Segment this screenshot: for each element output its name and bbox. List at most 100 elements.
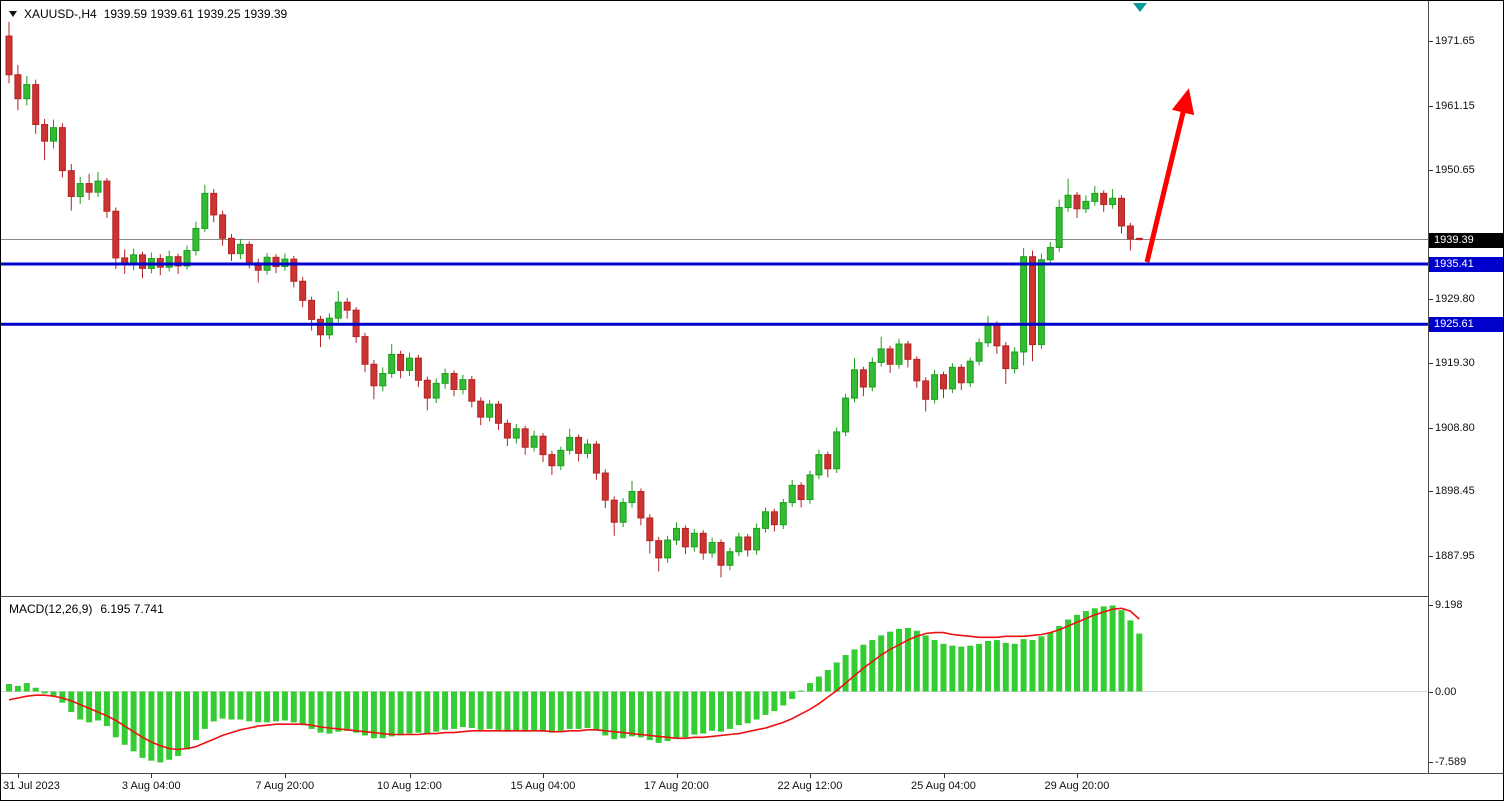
macd-histogram-bar bbox=[993, 640, 1000, 692]
candle-body bbox=[459, 379, 467, 390]
candlesticks bbox=[5, 21, 1143, 578]
macd-values: 6.195 7.741 bbox=[100, 602, 164, 616]
candle-body bbox=[548, 454, 556, 467]
price-tick-label: 1971.65 bbox=[1435, 35, 1475, 48]
candle-body bbox=[699, 532, 707, 554]
macd-histogram-bar bbox=[673, 691, 680, 739]
macd-histogram-bar bbox=[513, 691, 520, 731]
axis-tick-mark bbox=[943, 774, 945, 778]
macd-histogram-bar bbox=[780, 691, 787, 706]
macd-histogram-bar bbox=[406, 691, 413, 734]
candle-body bbox=[67, 170, 75, 197]
candle-body bbox=[201, 192, 209, 229]
macd-histogram-bar bbox=[157, 691, 164, 763]
candle-body bbox=[940, 374, 947, 390]
current-price-label: 1939.39 bbox=[1429, 232, 1503, 248]
candle-body bbox=[566, 436, 574, 451]
candle-body bbox=[486, 403, 494, 418]
candle-body bbox=[646, 517, 654, 542]
macd-histogram-bar bbox=[522, 691, 529, 732]
candle-body bbox=[290, 258, 298, 282]
level-price-label: 1935.41 bbox=[1429, 257, 1503, 273]
macd-histogram-bar bbox=[896, 628, 902, 692]
macd-histogram-bar bbox=[815, 676, 822, 692]
candle-body bbox=[895, 343, 903, 365]
time-tick-label: 15 Aug 04:00 bbox=[510, 780, 576, 792]
price-tick-label: 1898.45 bbox=[1435, 485, 1475, 498]
macd-histogram-bar bbox=[691, 691, 698, 735]
price-tick-label: 1919.30 bbox=[1435, 357, 1475, 370]
axis-tick-mark bbox=[1429, 41, 1433, 43]
candle-body bbox=[219, 214, 227, 239]
macd-histogram-bar bbox=[904, 627, 911, 692]
candle-body bbox=[50, 127, 57, 142]
macd-histogram-bar bbox=[842, 655, 849, 692]
macd-histogram-bar bbox=[1056, 626, 1063, 692]
macd-histogram-bar bbox=[32, 687, 39, 692]
macd-histogram-bar bbox=[1100, 606, 1107, 692]
candle-body bbox=[210, 192, 218, 216]
macd-histogram-bar bbox=[1109, 605, 1116, 692]
trend-arrow[interactable] bbox=[1144, 88, 1195, 263]
macd-histogram-bar bbox=[201, 691, 208, 729]
price-tick-label: 1887.95 bbox=[1435, 549, 1475, 562]
candle-body bbox=[735, 536, 743, 553]
price-tick-label: 1950.65 bbox=[1435, 164, 1475, 177]
candle-body bbox=[1020, 256, 1028, 353]
candle-body bbox=[1002, 345, 1010, 370]
candle-body bbox=[859, 369, 867, 388]
macd-histogram-bar bbox=[23, 683, 30, 692]
candle-body bbox=[192, 227, 200, 252]
candle-body bbox=[966, 360, 974, 384]
candle-body bbox=[1082, 200, 1090, 210]
macd-histogram-bar bbox=[59, 691, 66, 703]
macd-histogram-bar bbox=[682, 691, 689, 738]
axis-tick-mark bbox=[1429, 555, 1433, 557]
candle-body bbox=[664, 539, 672, 559]
macd-tick-label: 0.00 bbox=[1435, 685, 1457, 698]
macd-histogram-bar bbox=[210, 691, 217, 722]
panel-divider[interactable] bbox=[1, 596, 1503, 597]
candle-body bbox=[1118, 197, 1125, 227]
candle-body bbox=[788, 484, 796, 504]
macd-histogram-bar bbox=[620, 691, 627, 739]
macd-histogram-bar bbox=[744, 691, 751, 724]
macd-histogram-bar bbox=[931, 640, 938, 692]
candle-body bbox=[1029, 256, 1036, 346]
macd-histogram-bar bbox=[887, 631, 894, 692]
candle-body bbox=[299, 280, 307, 301]
candle-body bbox=[770, 511, 778, 526]
macd-histogram-bar bbox=[77, 691, 84, 720]
candle-body bbox=[842, 397, 850, 433]
symbol-dropdown-icon[interactable] bbox=[9, 11, 17, 17]
axis-tick-mark bbox=[810, 774, 811, 778]
candle-body bbox=[1091, 192, 1099, 202]
time-axis[interactable]: 31 Jul 2023 3 Aug 04:00 7 Aug 20:00 10 Aug … bbox=[1, 774, 1430, 800]
candle-body bbox=[726, 551, 734, 566]
price-axis[interactable]: 1971.65 1961.15 1950.65 1929.80 1919.30 1908.… bbox=[1428, 1, 1503, 773]
macd-histogram-bar bbox=[433, 691, 440, 732]
time-tick-label: 10 Aug 12:00 bbox=[377, 780, 442, 792]
candle-body bbox=[655, 540, 663, 559]
macd-indicator-canvas[interactable] bbox=[1, 598, 1430, 773]
candle-body bbox=[317, 318, 324, 336]
axis-tick-mark bbox=[1429, 491, 1433, 493]
macd-histogram-bar bbox=[869, 640, 876, 692]
macd-histogram-bar bbox=[1074, 614, 1080, 692]
axis-tick-mark bbox=[1429, 298, 1433, 300]
candle-body bbox=[468, 379, 476, 402]
axis-tick-mark bbox=[676, 774, 678, 778]
candle-body bbox=[5, 35, 13, 76]
candle-body bbox=[361, 336, 369, 365]
macd-histogram-bar bbox=[1091, 608, 1098, 692]
candle-body bbox=[557, 449, 565, 467]
price-chart-canvas[interactable] bbox=[1, 1, 1430, 596]
candle-body bbox=[343, 301, 351, 311]
macd-histogram-bar bbox=[442, 691, 449, 730]
axis-tick-mark bbox=[151, 774, 153, 778]
chart-shift-marker-icon[interactable] bbox=[1133, 3, 1147, 12]
candle-body bbox=[406, 357, 413, 371]
candle-body bbox=[14, 74, 22, 100]
macd-histogram-bar bbox=[166, 691, 173, 760]
candle-body bbox=[975, 342, 983, 362]
